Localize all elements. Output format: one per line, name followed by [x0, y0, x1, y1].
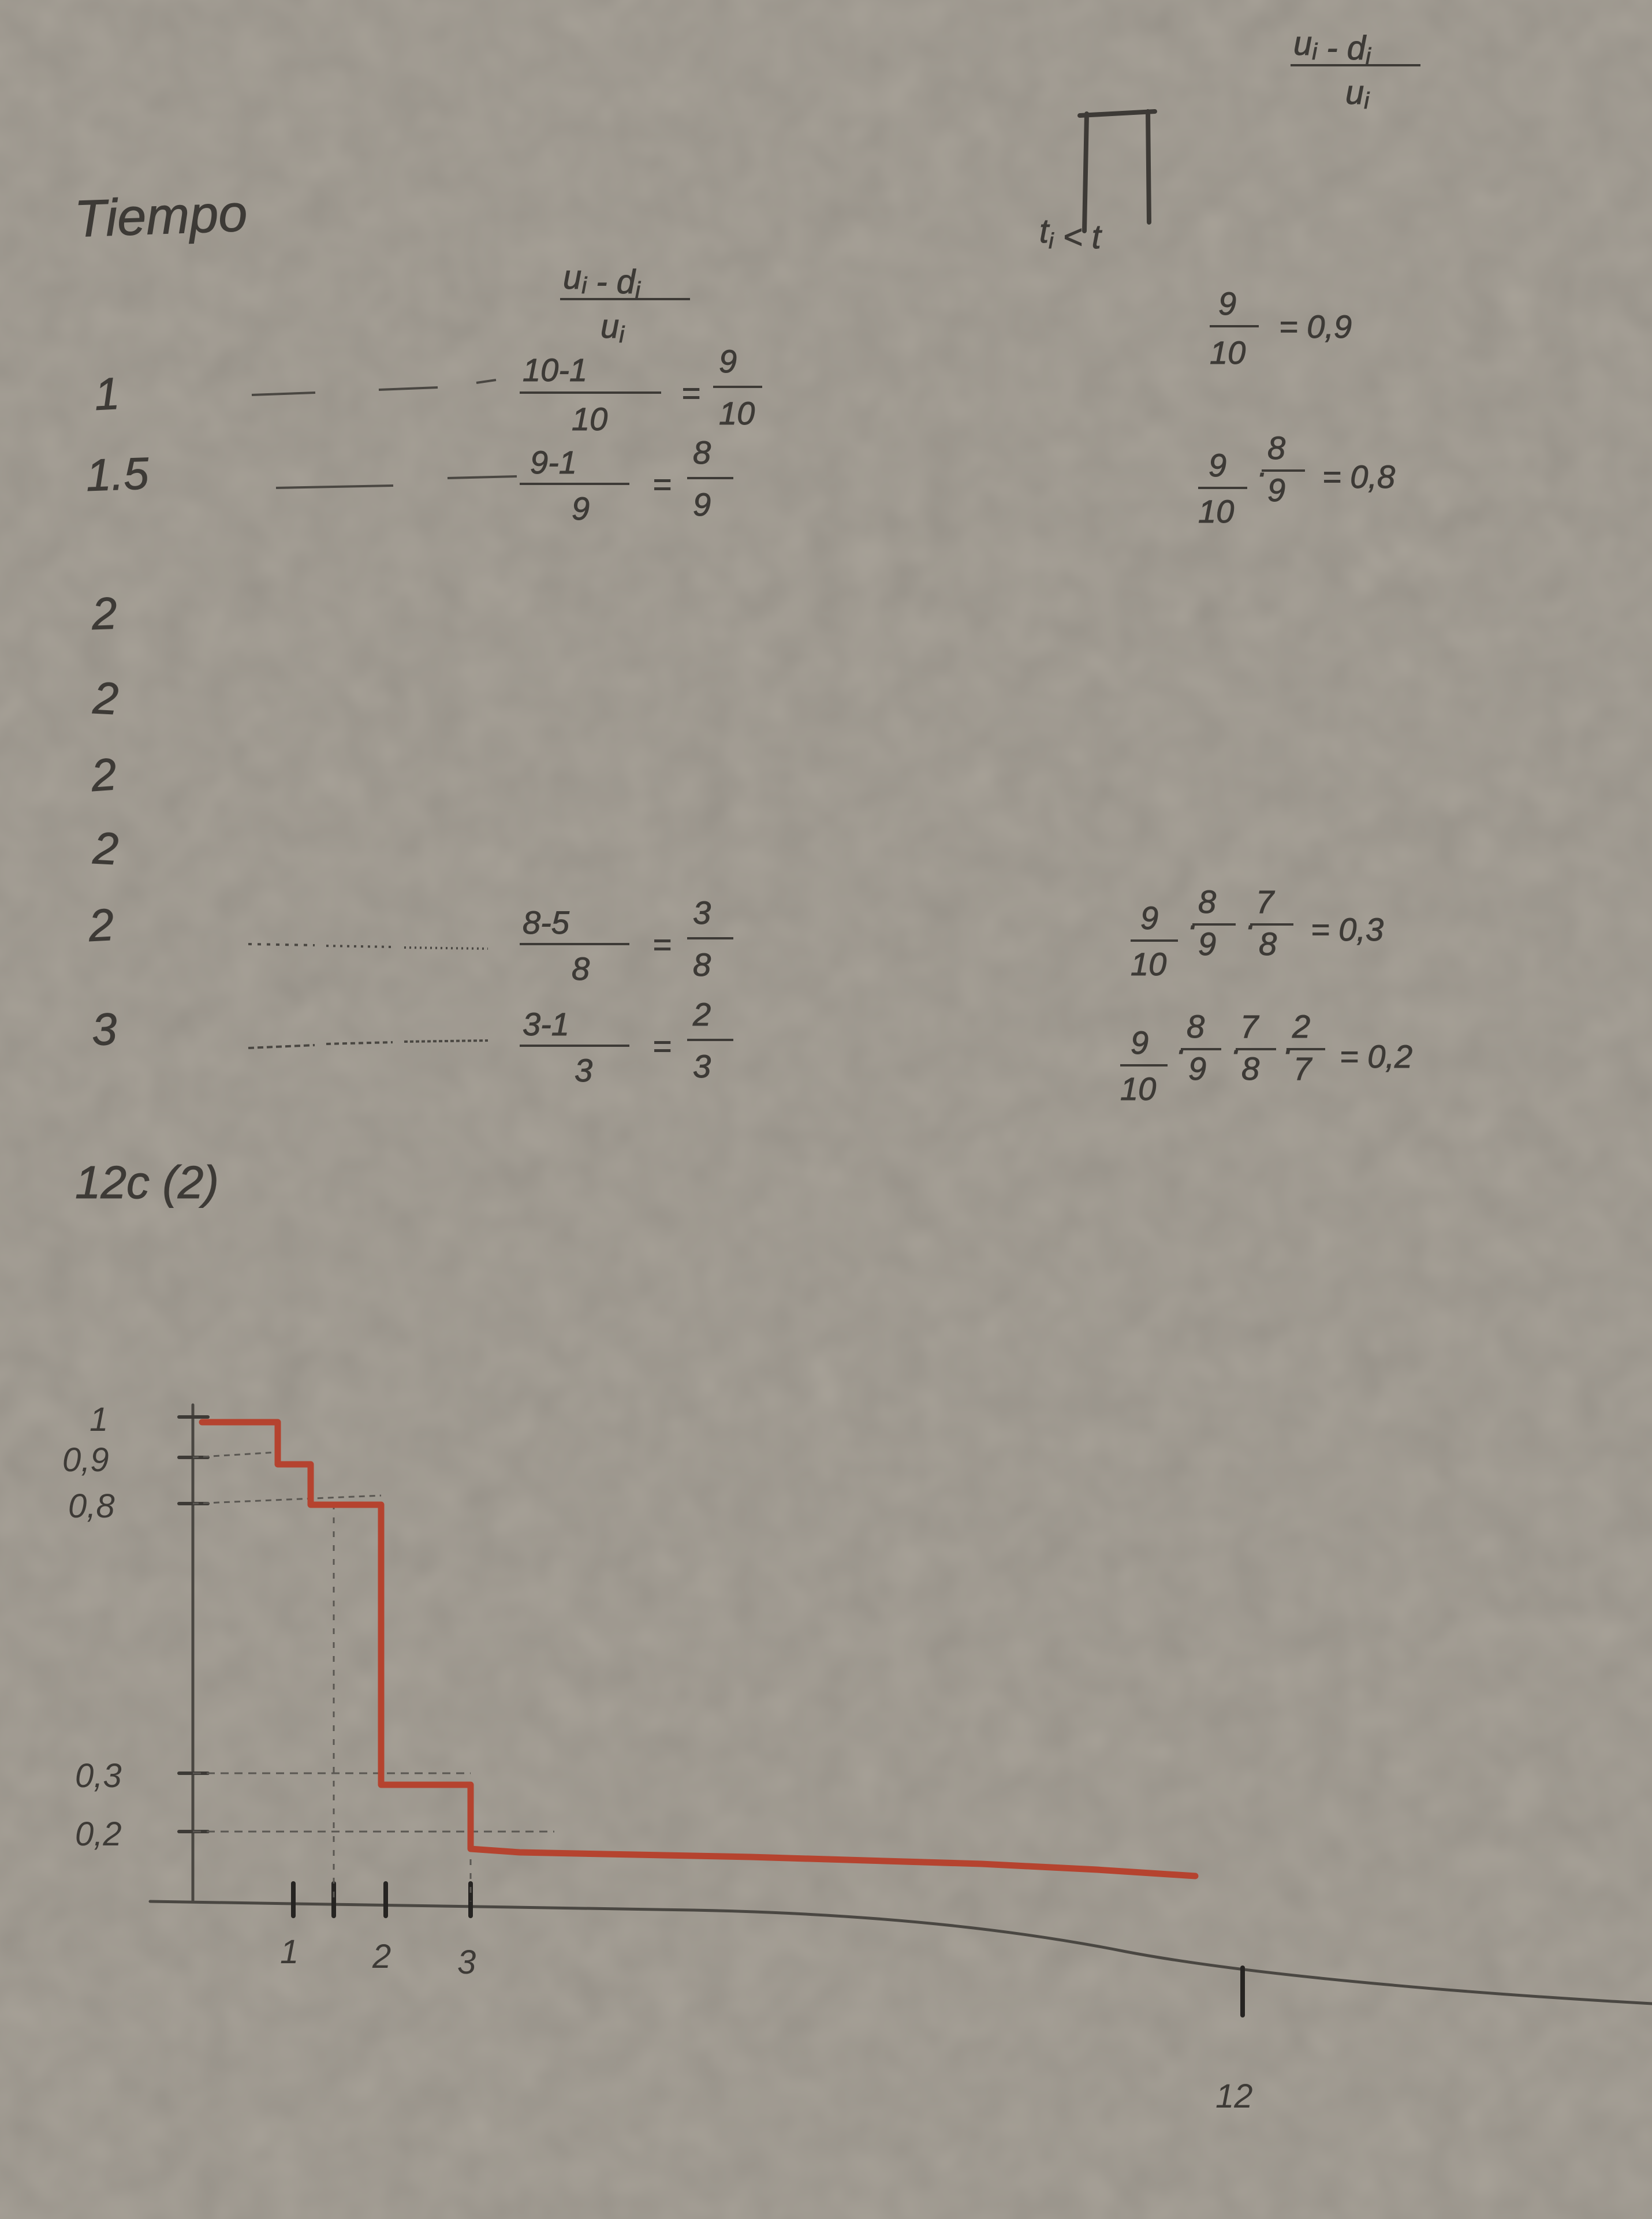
- svg-text:2: 2: [372, 1938, 391, 1975]
- svg-text:12: 12: [1215, 2078, 1253, 2115]
- svg-text:1: 1: [280, 1933, 299, 1971]
- svg-text:0,8: 0,8: [68, 1487, 115, 1525]
- svg-text:3: 3: [457, 1944, 476, 1981]
- svg-text:0,3: 0,3: [75, 1757, 122, 1795]
- svg-text:0,9: 0,9: [62, 1441, 109, 1479]
- svg-text:1: 1: [90, 1401, 108, 1438]
- svg-text:0,2: 0,2: [75, 1815, 122, 1853]
